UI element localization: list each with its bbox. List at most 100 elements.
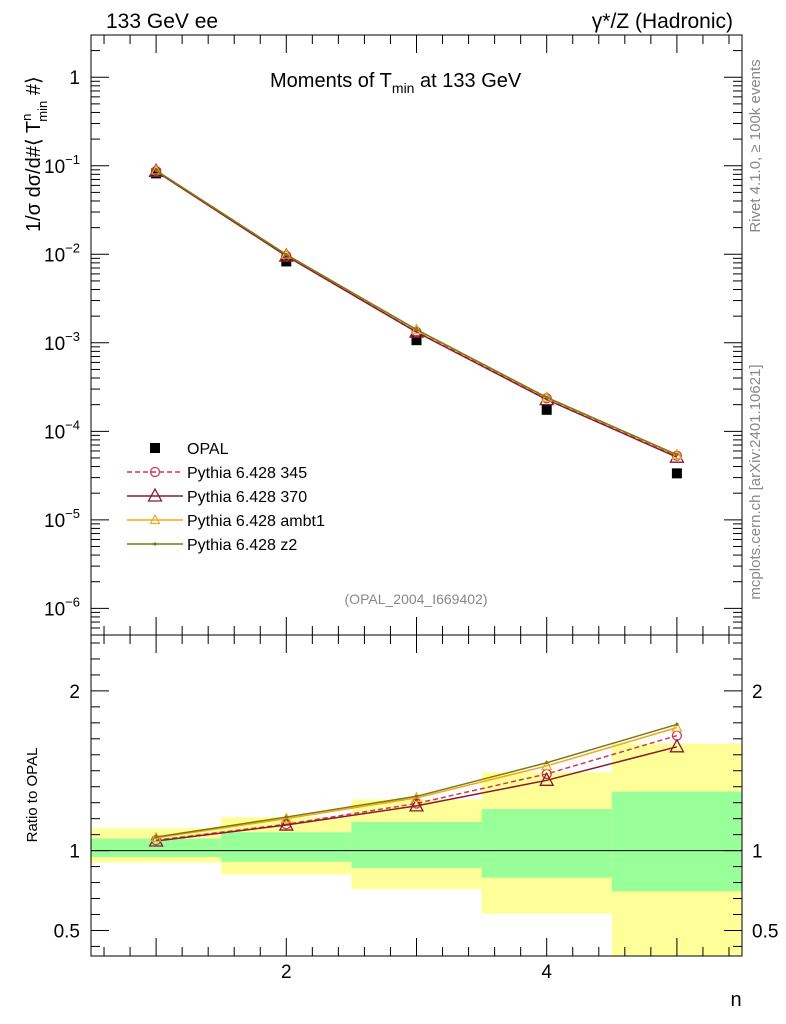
main-panel: Moments of Tmin at 133 GeV 1/σ dσ/d#⟨ Tn… (19, 34, 743, 636)
title-base: Moments of T (270, 70, 392, 92)
marker-triangle (278, 816, 294, 831)
series-line (155, 169, 678, 456)
ylabel-post: #⟩ (23, 76, 45, 100)
band-green (351, 821, 482, 869)
series-pythia-6-428-370 (148, 162, 685, 463)
ratio-frame (90, 634, 743, 957)
legend-entry: Pythia 6.428 370 (127, 487, 307, 506)
title-tail: at 133 GeV (414, 70, 521, 92)
ratio-ytick-label-right: 2 (752, 682, 763, 703)
marker-square (671, 468, 682, 479)
ytick-mantissa: 10 (44, 422, 65, 443)
marker-dot (545, 761, 549, 765)
ytick-label: 10−2 (44, 240, 80, 266)
marker-triangle (408, 797, 425, 812)
legend-label: OPAL (187, 441, 229, 458)
ratio-ytick-labels: 2 2 1 1 0.5 0.5 (54, 682, 779, 943)
ratio-ytick-label-left: 0.5 (54, 921, 80, 942)
main-series (148, 162, 685, 479)
band-green (91, 838, 222, 857)
legend-label: Pythia 6.428 z2 (187, 537, 297, 554)
analysis-watermark: (OPAL_2004_I669402) (345, 591, 488, 607)
series-pythia-6-428-z2 (154, 168, 679, 457)
series-line (155, 170, 678, 457)
main-title: Moments of Tmin at 133 GeV (270, 70, 522, 96)
ratio-ytick-label-left: 2 (69, 682, 80, 703)
series-opal (151, 168, 682, 479)
series-line (155, 170, 678, 458)
main-ylabel: 1/σ dσ/d#⟨ Tnmin #⟩ (19, 76, 50, 232)
ytick-exponent: −5 (65, 506, 80, 521)
marker-dot (284, 252, 288, 257)
series-line (156, 734, 678, 841)
ytick-mantissa: 10 (44, 245, 65, 266)
band-green (481, 809, 612, 878)
ratio-ytick-label-right: 1 (752, 842, 763, 863)
ytick-mantissa: 10 (44, 157, 65, 178)
legend-entry: OPAL (150, 441, 229, 458)
legend-label: Pythia 6.428 345 (187, 465, 307, 482)
marker-triangle-small (150, 164, 162, 175)
band-green (611, 791, 742, 892)
marker-dot (675, 722, 679, 727)
xtick-label: 2 (281, 962, 292, 983)
ytick-label: 10−4 (44, 417, 80, 443)
band-green (221, 832, 352, 862)
ytick-label: 10−6 (44, 594, 80, 620)
ytick-mantissa: 1 (69, 68, 80, 89)
ytick-mantissa: 10 (44, 599, 65, 620)
ytick-label: 1 (69, 68, 80, 89)
marker-circle (149, 466, 161, 478)
legend-label: Pythia 6.428 370 (187, 489, 307, 506)
marker-dot (545, 395, 549, 399)
ytick-exponent: −3 (65, 329, 80, 344)
legend-label: Pythia 6.428 ambt1 (187, 513, 325, 530)
marker-dot (154, 168, 158, 173)
marker-dot (414, 794, 419, 798)
ytick-label: 10−1 (44, 152, 80, 178)
series-line (155, 169, 678, 456)
ratio-ytick-label-right: 0.5 (752, 921, 778, 942)
marker-triangle (669, 738, 685, 753)
marker-square (411, 335, 422, 346)
series-line (156, 746, 678, 842)
ratio-ylabel: Ratio to OPAL (24, 748, 41, 843)
ytick-label: 10−5 (44, 506, 80, 532)
ytick-exponent: −4 (65, 417, 80, 432)
series-pythia-6-428-ambt1 (150, 164, 683, 460)
ytick-mantissa: 10 (44, 334, 65, 355)
ylabel-sup: n (19, 114, 34, 121)
marker-triangle-small (541, 759, 553, 771)
x-axis-label: n (730, 989, 741, 1011)
marker-dot (414, 327, 419, 332)
legend: OPAL Pythia 6.428 345 Pythia 6.428 370 Pyth… (127, 441, 325, 554)
marker-circle (281, 250, 292, 261)
main-ytick-labels: 110−110−210−310−410−510−6 (44, 68, 80, 620)
ylabel-pre: 1/σ dσ/d#⟨ T (23, 121, 45, 232)
marker-triangle-small (671, 721, 683, 732)
marker-dot (675, 453, 679, 457)
ytick-mantissa: 10 (44, 511, 65, 532)
ratio-ytick-label-left: 1 (69, 842, 80, 863)
title-sub: min (392, 80, 415, 96)
marker-square (541, 404, 552, 415)
ytick-exponent: −1 (65, 152, 80, 167)
header-left: 133 GeV ee (106, 10, 218, 33)
ratio-ticks (91, 635, 742, 956)
ytick-label: 10−3 (44, 329, 80, 355)
ytick-exponent: −6 (65, 594, 80, 609)
legend-entry: Pythia 6.428 345 (127, 465, 307, 482)
series-pythia-6-428-z2 (154, 722, 679, 839)
series-pythia-6-428-345 (150, 165, 683, 461)
legend-entry: Pythia 6.428 z2 (127, 537, 297, 554)
mcplots-label: mcplots.cern.ch [arXiv:2401.10621] (747, 364, 764, 599)
marker-dot (284, 815, 288, 819)
xtick-label: 4 (541, 962, 552, 983)
legend-entry: Pythia 6.428 ambt1 (127, 513, 325, 530)
marker-triangle-small (149, 513, 161, 525)
rivet-label: Rivet 4.1.0, ≥ 100k events (747, 59, 764, 232)
ratio-series (148, 721, 685, 847)
marker-dot (153, 542, 157, 546)
